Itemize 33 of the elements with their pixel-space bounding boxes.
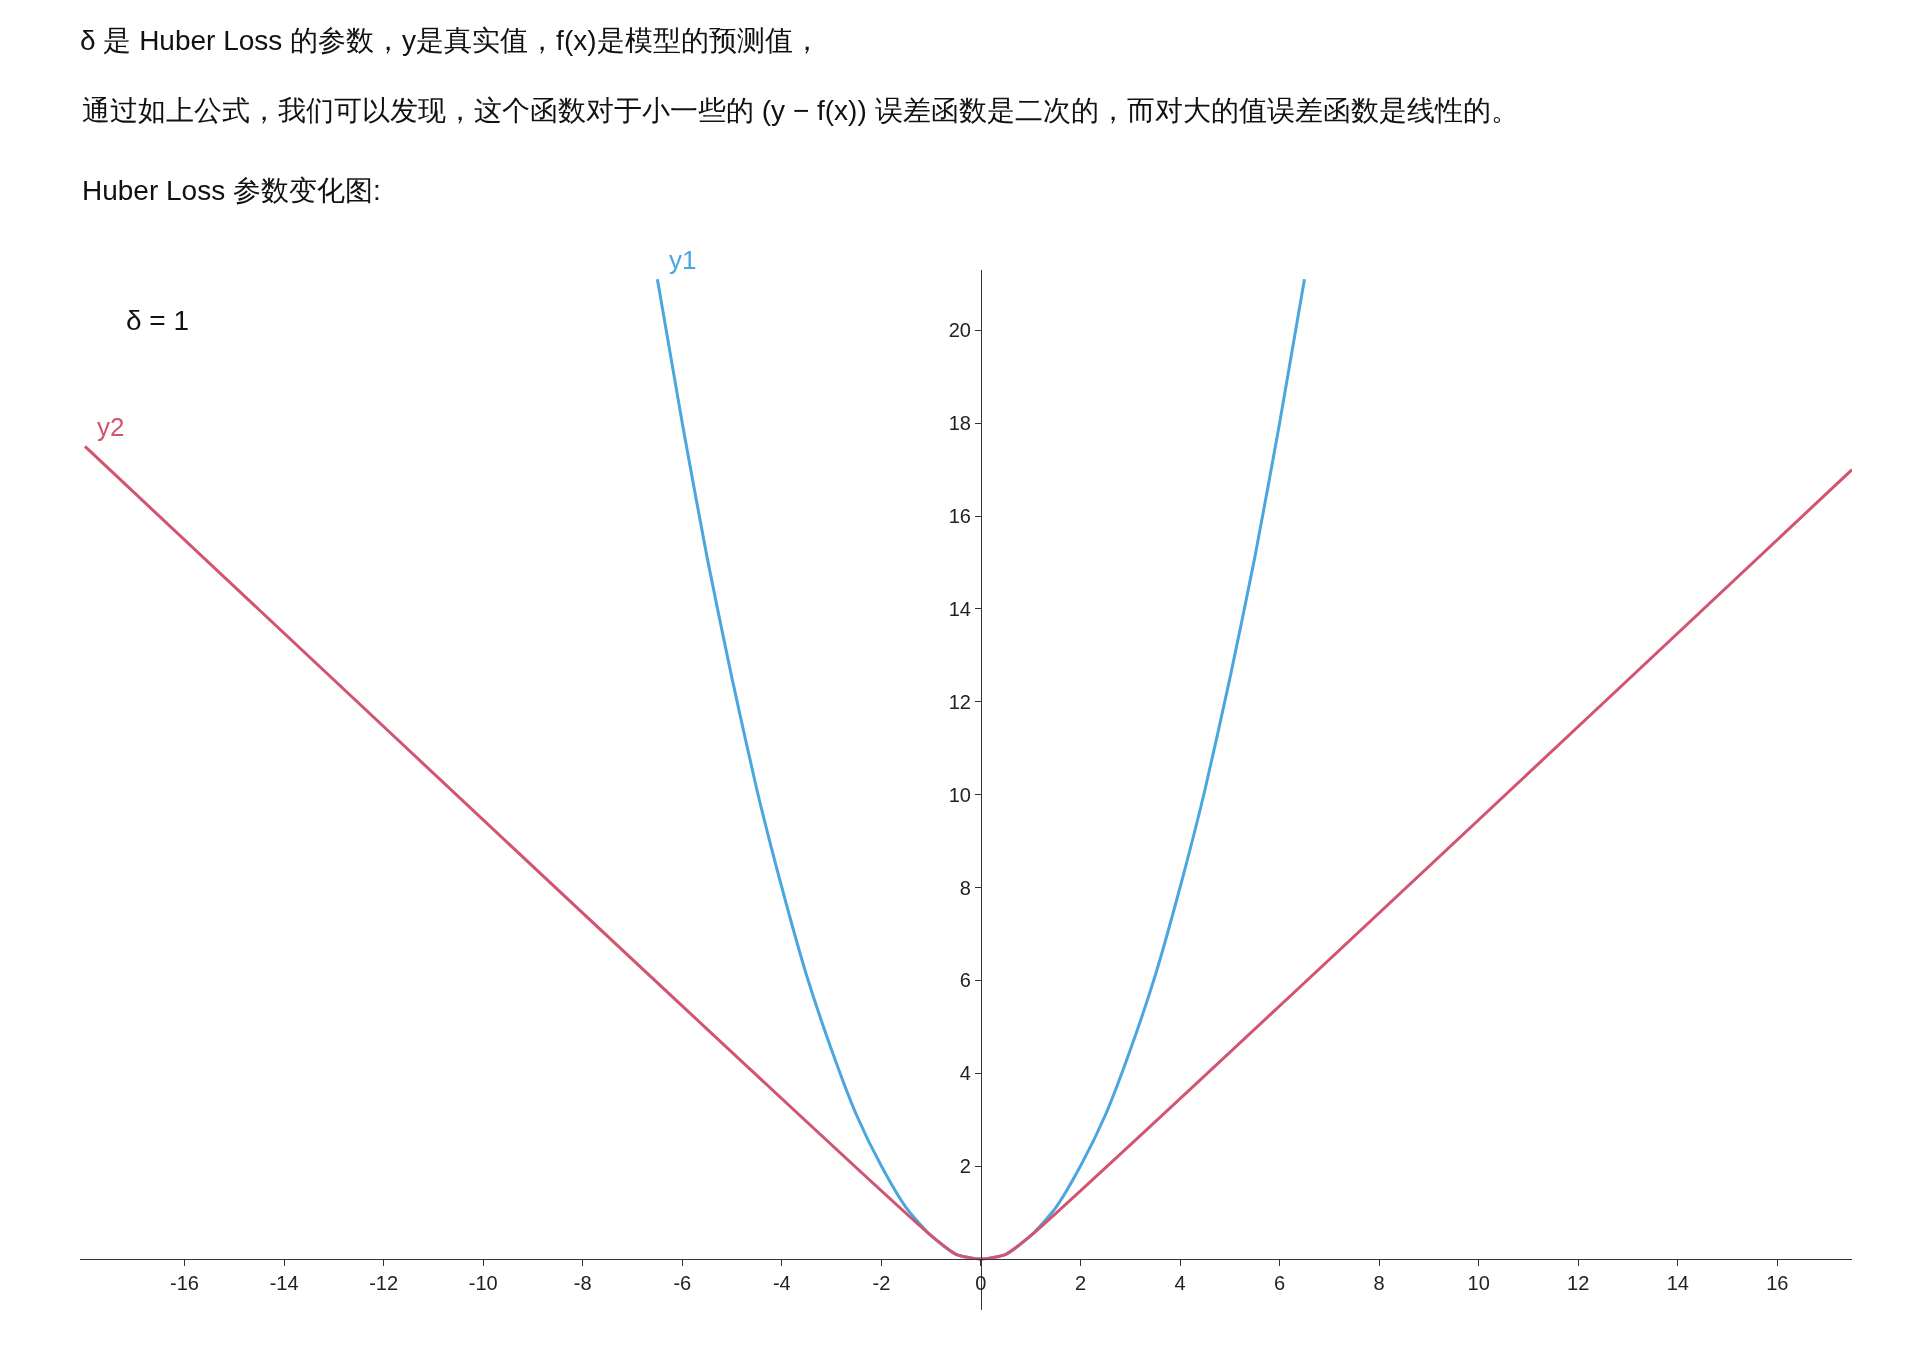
x-tick-label: -12 (369, 1271, 399, 1294)
x-tick-label: 8 (1373, 1271, 1385, 1294)
y-tick-label: 14 (948, 597, 971, 620)
y-tick-label: 10 (948, 783, 971, 806)
y-tick-label: 12 (948, 690, 971, 713)
chart-title: δ 是 Huber Loss 的参数，y是真实值，f(x)是模型的预测值， (80, 24, 821, 56)
y-tick-label: 8 (959, 876, 971, 899)
annotation: δ = 1 (126, 305, 190, 336)
y-tick-label: 4 (959, 1062, 971, 1085)
x-tick-label: 2 (1074, 1271, 1087, 1294)
x-tick-label: 6 (1274, 1271, 1286, 1294)
x-tick-label: 16 (1766, 1271, 1789, 1294)
y-tick-label: 18 (948, 412, 971, 435)
series-label: y1 (669, 245, 697, 275)
x-tick-label: 14 (1666, 1271, 1689, 1294)
x-tick-label: -4 (772, 1271, 791, 1294)
y-tick-label: 6 (959, 969, 971, 992)
series-label: y2 (97, 412, 125, 442)
text: Huber Loss 参数变化图: (82, 175, 381, 206)
x-tick-label: -10 (468, 1271, 498, 1294)
x-tick-label: -14 (269, 1271, 299, 1294)
x-tick-label: 10 (1467, 1271, 1490, 1294)
x-tick-label: -6 (673, 1271, 692, 1294)
y-tick-label: 20 (948, 319, 971, 342)
line-series (83, 444, 1852, 1261)
y-tick-label: 16 (948, 505, 971, 528)
x-tick-label: -16 (170, 1271, 199, 1294)
x-tick-label: 4 (1174, 1271, 1186, 1294)
chart-subtitle: 通过如上公式，我们可以发现，这个函数对于小一些的 (y − f(x)) 误差函数是二次的，而对大的值误差函数是线性的。 (82, 95, 1519, 126)
x-tick-label: -8 (573, 1271, 592, 1294)
y-tick-label: 2 (959, 1155, 971, 1178)
x-tick-label: 12 (1567, 1271, 1590, 1294)
x-tick-label: -2 (872, 1271, 891, 1294)
